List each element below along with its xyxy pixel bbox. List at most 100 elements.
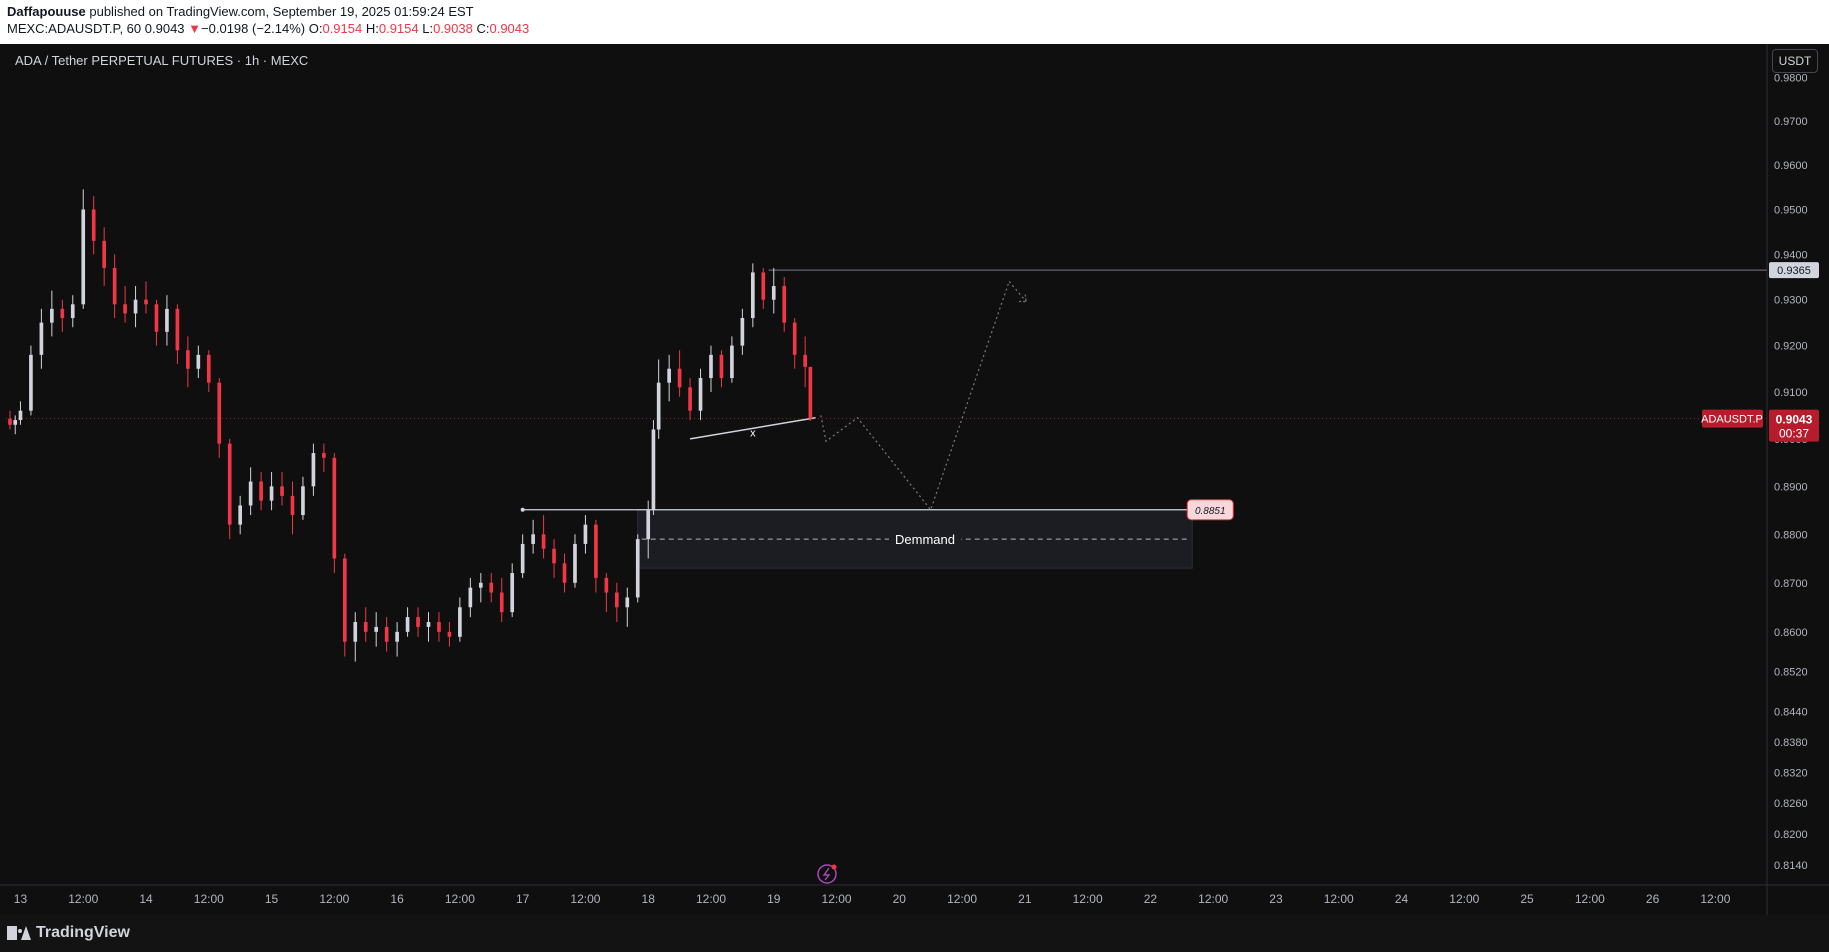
- author-name[interactable]: Daffapouuse: [7, 4, 86, 19]
- trendline-x-marker: x: [750, 427, 756, 439]
- candle-body: [573, 543, 577, 583]
- candle-body: [520, 543, 525, 574]
- candle-body: [81, 209, 86, 305]
- axes: 0.9800 0.9700 0.9600 0.9500 0.9400 0.9300 0.92…: [0, 44, 1829, 915]
- candle-body: [342, 558, 347, 642]
- tradingview-logo-icon: [7, 926, 31, 940]
- candle-body: [416, 617, 420, 627]
- x-tick-label: 25: [1520, 892, 1534, 906]
- candle-body: [782, 286, 787, 323]
- candle-body: [803, 354, 807, 367]
- candle-body: [751, 272, 755, 319]
- last-price: 0.9043: [144, 21, 185, 36]
- lightning-icon: [817, 864, 837, 884]
- candle-body: [112, 267, 117, 305]
- candle-body: [301, 486, 305, 516]
- x-tick-label: 12:00: [1073, 892, 1103, 906]
- candle-body: [635, 539, 640, 598]
- publish-info: published on TradingView.com, September …: [89, 4, 474, 19]
- candle-body: [123, 304, 127, 314]
- footer-bar: TradingView: [0, 915, 1829, 952]
- y-tick-label: 0.8260: [1774, 798, 1808, 810]
- high-label: H:: [365, 21, 379, 36]
- tradingview-logo[interactable]: TradingView: [7, 924, 130, 942]
- y-tick-label: 0.9200: [1774, 341, 1808, 353]
- open-label: O:: [308, 21, 323, 36]
- y-tick-label: 0.8800: [1774, 529, 1808, 541]
- currency-unit-button[interactable]: USDT: [1772, 49, 1818, 73]
- candle-body: [646, 510, 651, 540]
- x-tick-label: 24: [1395, 892, 1409, 906]
- y-tick-label: 0.9500: [1774, 204, 1808, 216]
- projection-arrow-shaft: [1008, 281, 1027, 302]
- candle-body: [13, 420, 18, 425]
- candle-body: [583, 524, 588, 544]
- symbol-tag-bg: [1702, 409, 1763, 428]
- candle-body: [248, 481, 253, 506]
- candle-body: [8, 418, 12, 425]
- price-chart[interactable]: Demmand 0.8851 x 0.9800 0.9700 0.9600 0.9500…: [0, 44, 1829, 915]
- y-tick-label: 0.8900: [1774, 481, 1808, 493]
- candles: [8, 189, 813, 662]
- price-change: −0.0198 (−2.14%): [201, 21, 306, 36]
- y-tick-label: 0.9700: [1774, 116, 1808, 128]
- candle-body: [447, 631, 452, 637]
- candle-body: [468, 587, 473, 608]
- y-tick-label: 0.8440: [1774, 707, 1808, 719]
- candle-body: [656, 382, 661, 430]
- x-tick-label: 12:00: [194, 892, 224, 906]
- candle-body: [792, 322, 797, 355]
- candle-body: [39, 322, 44, 355]
- candle-body: [70, 304, 75, 319]
- low-value: 0.9038: [433, 21, 473, 36]
- x-tick-label: 26: [1646, 892, 1660, 906]
- demand-zone: Demmand: [637, 509, 1193, 569]
- chart-frame[interactable]: Demmand 0.8851 x 0.9800 0.9700 0.9600 0.9500…: [0, 44, 1829, 915]
- brand-name: TradingView: [36, 924, 130, 941]
- x-tick-label: 12:00: [1198, 892, 1228, 906]
- candle-body: [311, 453, 316, 487]
- x-tick-label: 18: [642, 892, 656, 906]
- candle-body: [761, 272, 766, 300]
- x-tick-label: 16: [390, 892, 404, 906]
- x-tick-label: 15: [265, 892, 279, 906]
- candle-body: [238, 505, 243, 525]
- trendline: [689, 416, 816, 440]
- x-tick-label: 20: [893, 892, 907, 906]
- x-tick-label: 17: [516, 892, 530, 906]
- x-tick-label: 12:00: [445, 892, 475, 906]
- symbol-tag: ADAUSDT.P: [1701, 414, 1763, 426]
- candle-body: [688, 387, 692, 411]
- y-tick-label: 0.8600: [1774, 627, 1808, 639]
- candle-body: [186, 350, 190, 369]
- x-tick-label: 19: [767, 892, 781, 906]
- x-tick-label: 12:00: [1324, 892, 1354, 906]
- y-tick-label: 0.9600: [1774, 160, 1808, 172]
- symbol-info: MEXC:ADAUSDT.P, 60: [7, 21, 142, 36]
- candle-body: [677, 368, 682, 388]
- candle-body: [322, 453, 326, 458]
- demand-price-tag: 0.8851: [1195, 506, 1226, 517]
- candle-body: [499, 592, 504, 613]
- open-value: 0.9154: [322, 21, 363, 36]
- candle-body: [290, 495, 295, 516]
- y-tick-label: 0.8520: [1774, 667, 1808, 679]
- drawing-lines: 0.8851 x: [6, 269, 1767, 521]
- candle-body: [730, 345, 734, 379]
- candle-body: [269, 486, 274, 501]
- y-tick-label: 0.9800: [1774, 72, 1808, 84]
- ohlc-line: MEXC:ADAUSDT.P, 60 0.9043 ▼−0.0198 (−2.1…: [7, 21, 529, 36]
- y-tick-label: 0.8380: [1774, 737, 1808, 749]
- x-tick-label: 21: [1018, 892, 1032, 906]
- x-tick-label: 12:00: [947, 892, 977, 906]
- resistance-axis-label-bg: [1769, 262, 1819, 279]
- candle-body: [102, 240, 106, 268]
- candle-body: [740, 318, 745, 346]
- candle-body: [808, 366, 813, 419]
- candle-body: [144, 299, 148, 305]
- candle-body: [531, 534, 535, 544]
- x-tick-label: 13: [14, 892, 28, 906]
- candle-body: [458, 607, 462, 637]
- x-tick-label: 12:00: [570, 892, 600, 906]
- countdown-timer: 00:37: [1779, 427, 1809, 441]
